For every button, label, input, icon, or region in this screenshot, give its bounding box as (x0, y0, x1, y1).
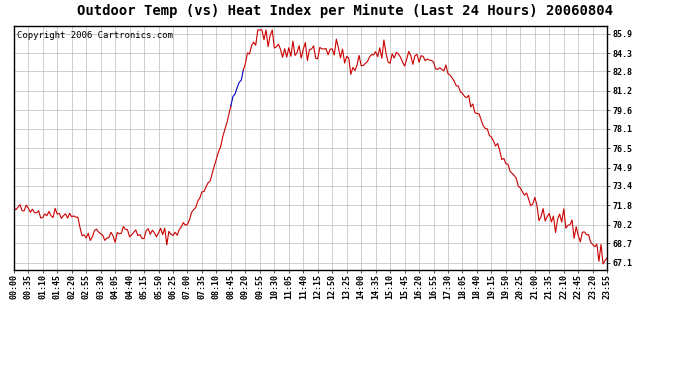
Text: Copyright 2006 Cartronics.com: Copyright 2006 Cartronics.com (17, 31, 172, 40)
Text: Outdoor Temp (vs) Heat Index per Minute (Last 24 Hours) 20060804: Outdoor Temp (vs) Heat Index per Minute … (77, 4, 613, 18)
